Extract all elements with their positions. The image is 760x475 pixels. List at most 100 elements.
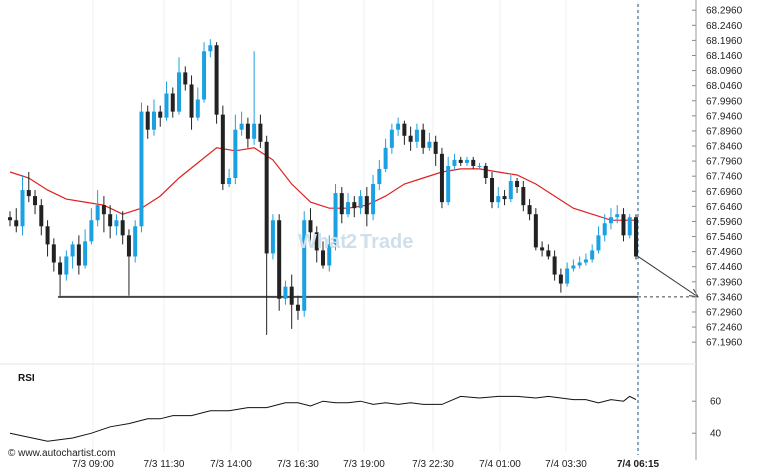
candle-body	[533, 214, 538, 248]
candle	[164, 81, 169, 121]
price-tick-label: 67.2960	[706, 307, 743, 318]
candle-body	[377, 168, 382, 185]
candle-body	[552, 256, 557, 275]
price-tick-label: 67.3460	[706, 292, 743, 303]
candle	[602, 214, 607, 242]
price-tick-label: 67.4460	[706, 262, 743, 273]
candle-body	[252, 123, 257, 139]
price-tick-label: 68.0460	[706, 81, 743, 92]
watermark-brand-right: Trade	[360, 231, 413, 253]
candle	[26, 171, 31, 203]
forecast-arrow	[637, 256, 699, 298]
candle-body	[446, 165, 451, 203]
candle-body	[602, 223, 607, 236]
candle-body	[95, 205, 100, 221]
candle	[540, 241, 545, 257]
forecast-arrow-group	[637, 256, 699, 298]
candle	[8, 211, 12, 227]
candle-body	[540, 247, 545, 251]
candle-body	[327, 244, 332, 266]
candle	[421, 123, 426, 154]
candle	[264, 135, 269, 335]
candle-body	[433, 141, 438, 154]
price-tick-label: 67.9460	[706, 111, 743, 122]
candle	[471, 156, 476, 169]
candle-body	[565, 268, 570, 284]
candle-body	[477, 165, 482, 167]
candle	[258, 114, 263, 148]
candle	[139, 102, 144, 233]
candle-body	[264, 141, 269, 254]
candle-body	[527, 205, 532, 215]
candle	[358, 190, 363, 215]
candle-body	[546, 250, 551, 257]
candle	[446, 156, 451, 206]
candle	[308, 208, 313, 242]
candle-body	[289, 286, 294, 305]
candle	[114, 214, 119, 236]
watermark-brand-num: 2	[346, 231, 357, 253]
candle	[627, 214, 632, 239]
candle	[571, 259, 576, 272]
rsi-tick-label: 40	[710, 429, 722, 440]
candle	[521, 181, 526, 212]
candle-body	[83, 241, 88, 266]
candle-body	[471, 159, 476, 166]
candle-body	[577, 262, 582, 266]
candle-body	[583, 259, 588, 263]
candle-body	[364, 196, 369, 215]
price-tick-label: 67.5460	[706, 232, 743, 243]
price-tick-label: 68.2460	[706, 21, 743, 32]
candle-body	[508, 181, 513, 200]
time-tick-label: 7/3 09:00	[72, 459, 114, 470]
time-axis: 7/3 09:00 7/3 11:30 7/3 14:00 7/3 16:30 7/3 …	[72, 459, 659, 470]
candle	[621, 208, 626, 242]
rsi-tick-label: 60	[710, 397, 722, 408]
candle	[389, 123, 394, 154]
candle	[477, 162, 482, 169]
time-tick-label: 7/4 06:15	[617, 459, 660, 470]
candle	[590, 244, 595, 263]
candlesticks	[8, 39, 638, 335]
candle	[89, 208, 94, 245]
candle	[51, 238, 56, 272]
candle-body	[389, 129, 394, 148]
candle-body	[321, 250, 325, 266]
price-tick-label: 68.1960	[706, 36, 743, 47]
candle	[452, 153, 457, 169]
candle	[289, 274, 294, 329]
candle-body	[70, 244, 75, 257]
candle	[508, 174, 513, 203]
candle	[70, 241, 75, 269]
candle	[120, 211, 125, 245]
candle	[189, 75, 194, 130]
candle-body	[227, 178, 232, 185]
candle-body	[76, 244, 81, 266]
price-tick-label: 68.0960	[706, 66, 743, 77]
candle	[496, 187, 501, 209]
price-tick-label: 67.6960	[706, 187, 743, 198]
candle-body	[145, 111, 150, 130]
rsi-line	[9, 395, 637, 442]
price-tick-label: 67.4960	[706, 247, 743, 258]
price-tick-label: 67.6460	[706, 202, 743, 213]
candle-body	[621, 214, 626, 236]
candle	[546, 244, 551, 260]
candle-body	[627, 217, 632, 236]
candle	[214, 42, 219, 124]
price-tick-label: 67.5960	[706, 217, 743, 228]
candle	[133, 220, 138, 263]
candle-body	[295, 304, 300, 311]
candle-body	[58, 262, 63, 275]
candle	[58, 256, 63, 296]
candle-body	[64, 256, 69, 275]
candle	[352, 196, 357, 218]
candle	[439, 147, 444, 209]
candle-body	[239, 123, 244, 130]
candle	[283, 280, 288, 305]
candle	[158, 105, 163, 127]
candle	[577, 256, 582, 269]
candle-body	[133, 226, 138, 257]
candle	[220, 105, 225, 191]
candle	[126, 229, 131, 296]
